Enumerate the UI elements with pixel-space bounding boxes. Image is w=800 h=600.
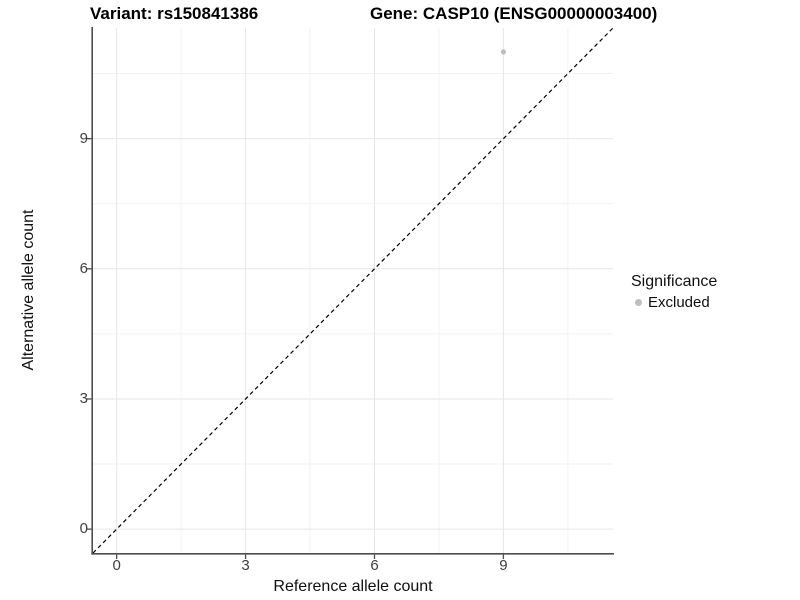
y-tick-label: 9 (79, 129, 88, 147)
x-tick-label: 0 (112, 557, 121, 574)
y-axis-title: Alternative allele count (20, 209, 37, 371)
y-tick-label: 3 (79, 389, 88, 407)
x-tick-label: 9 (499, 557, 508, 574)
legend-entry-excluded: Excluded (631, 293, 717, 312)
identity-dashed-line (92, 27, 614, 554)
x-tick-label: 6 (370, 557, 379, 574)
legend-key-dot-icon (635, 299, 642, 306)
plot-title-variant: Variant: rs150841386 (90, 4, 259, 23)
legend: Significance Excluded (631, 272, 717, 312)
y-tick-label: 0 (79, 520, 88, 538)
legend-title: Significance (631, 273, 718, 290)
x-axis-title: Reference allele count (273, 578, 433, 595)
data-point (500, 49, 507, 55)
plot-title-gene: Gene: CASP10 (ENSG00000003400) (370, 4, 658, 23)
x-tick-label: 3 (241, 557, 250, 574)
y-tick-label: 6 (79, 259, 88, 277)
legend-entry-label: Excluded (648, 294, 710, 311)
